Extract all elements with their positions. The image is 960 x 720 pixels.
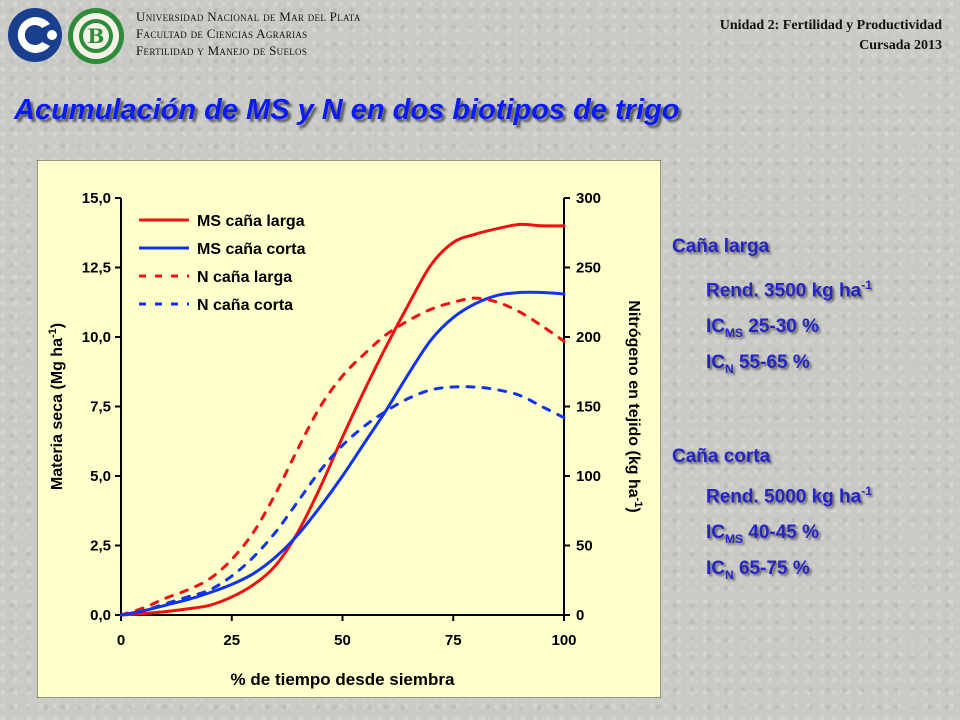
note-short-ic-ms: ICMS 40-45 % bbox=[706, 522, 820, 546]
y-right-tick-label: 50 bbox=[576, 538, 593, 555]
y-left-tick-label: 12,5 bbox=[82, 260, 111, 277]
chart: 0 25 50 75 100 0,0 2,5 5,0 7,5 10,0 12,5 15,0 0 50 100… bbox=[37, 160, 661, 698]
faculty-name: Facultad de Ciencias Agrarias bbox=[136, 26, 308, 41]
chart-panel bbox=[37, 160, 661, 698]
note-short-ic-n: ICN 65-75 % bbox=[706, 558, 810, 582]
unit-name: Unidad 2: Fertilidad y Productividad bbox=[719, 18, 942, 33]
y-left-tick-label: 7,5 bbox=[90, 399, 111, 416]
y-right-axis-label: Nitrógeno en tejido (kg ha-1) bbox=[625, 300, 644, 512]
course-year: Cursada 2013 bbox=[859, 38, 942, 53]
slide-title: Acumulación de MS y N en dos biotipos de… bbox=[14, 94, 680, 126]
header-institution: Universidad Nacional de Mar del Plata Fa… bbox=[136, 8, 361, 59]
y-left-axis-label: Materia seca (Mg ha-1) bbox=[47, 323, 66, 490]
y-right-tick-label: 0 bbox=[576, 607, 584, 624]
university-name: Universidad Nacional de Mar del Plata bbox=[136, 9, 361, 24]
note-short-yield: Rend. 5000 kg ha-1 bbox=[706, 484, 872, 508]
series-line-2 bbox=[119, 290, 566, 617]
y-left-tick-label: 15,0 bbox=[82, 190, 111, 207]
y-left-tick-label: 10,0 bbox=[82, 329, 111, 346]
y-right-tick-label: 250 bbox=[576, 260, 601, 277]
y-right-tick-label: 150 bbox=[576, 399, 601, 416]
x-tick-label: 0 bbox=[117, 632, 125, 649]
y-right-tick-label: 100 bbox=[576, 468, 601, 485]
legend-label-2: MS caña corta bbox=[197, 241, 306, 258]
y-left-tick-label: 0,0 bbox=[90, 607, 111, 624]
note-short-title: Caña corta bbox=[672, 446, 771, 467]
unmdp-logo bbox=[8, 8, 62, 62]
series-line-4 bbox=[119, 385, 566, 617]
course-name: Fertilidad y Manejo de Suelos bbox=[136, 43, 308, 58]
y-right-tick-label: 200 bbox=[576, 329, 601, 346]
legend-label-4: N caña corta bbox=[197, 297, 293, 314]
y-left-tick-label: 2,5 bbox=[90, 538, 111, 555]
note-long-ic-n: ICN 55-65 % bbox=[706, 352, 810, 376]
x-tick-label: 100 bbox=[551, 632, 576, 649]
x-axis-label: % de tiempo desde siembra bbox=[231, 670, 455, 689]
x-tick-label: 50 bbox=[334, 632, 351, 649]
note-long-title: Caña larga bbox=[672, 236, 770, 257]
x-tick-label: 25 bbox=[223, 632, 240, 649]
y-left-tick-label: 5,0 bbox=[90, 468, 111, 485]
header-unit: Unidad 2: Fertilidad y Productividad Cur… bbox=[720, 16, 942, 56]
series-line-3 bbox=[119, 296, 566, 617]
legend-label-3: N caña larga bbox=[197, 269, 292, 286]
note-long-yield: Rend. 3500 kg ha-1 bbox=[706, 278, 872, 302]
faculty-seal-logo: B bbox=[68, 8, 124, 64]
y-right-tick-label: 300 bbox=[576, 190, 601, 207]
note-long-ic-ms: ICMS 25-30 % bbox=[706, 316, 820, 340]
x-tick-label: 75 bbox=[445, 632, 462, 649]
svg-text:B: B bbox=[88, 24, 105, 48]
series-line-1 bbox=[119, 222, 566, 617]
legend-label-1: MS caña larga bbox=[197, 213, 305, 230]
